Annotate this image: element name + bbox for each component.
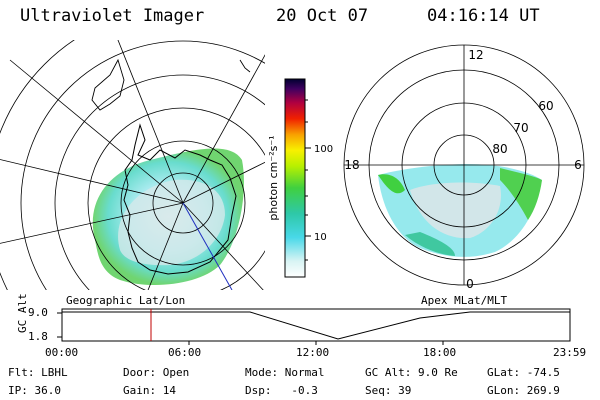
- time-tick-1800: 18:00: [423, 346, 457, 359]
- time-tick-0600: 06:00: [168, 346, 202, 359]
- mlt-label-6: 6: [574, 158, 582, 172]
- gc-alt-info: GC Alt: 9.0 Re: [365, 366, 458, 379]
- altitude-ytick-9: 9.0: [28, 306, 48, 319]
- dsp-info: Dsp: -0.3: [245, 384, 318, 397]
- mlat-label-80: 80: [492, 142, 507, 156]
- time-label: 04:16:14 UT: [427, 6, 540, 26]
- time-tick-0000: 00:00: [45, 346, 79, 359]
- mlt-label-12: 12: [468, 48, 483, 62]
- mlt-label-18: 18: [344, 158, 359, 172]
- date-label: 20 Oct 07: [276, 6, 369, 26]
- mlt-label-0: 0: [466, 277, 474, 291]
- ip-info: IP: 36.0: [8, 384, 61, 397]
- glat-info: GLat: -74.5: [487, 366, 560, 379]
- time-tick-2359: 23:59: [553, 346, 587, 359]
- mlat-mlt-plot: [343, 44, 585, 286]
- coastline: [123, 123, 237, 275]
- time-tick-1200: 12:00: [296, 346, 330, 359]
- colorbar-ticks: [305, 99, 311, 261]
- left-panel-caption: Geographic Lat/Lon: [66, 294, 186, 307]
- colorbar-tick-10: 10: [314, 232, 327, 243]
- colorbar: [284, 78, 306, 278]
- mlat-label-60: 60: [538, 99, 553, 113]
- filter-info: Flt: LBHL: [8, 366, 68, 379]
- door-info: Door: Open: [123, 366, 190, 379]
- sequence-info: Seq: 39: [365, 384, 412, 397]
- meridian-lines: [0, 40, 265, 290]
- right-panel-caption: Apex MLat/MLT: [421, 294, 508, 307]
- altitude-curve: [62, 311, 570, 340]
- colorbar-unit-label: photon cm⁻²s⁻¹: [267, 135, 280, 220]
- sun-direction-line: [182, 202, 233, 290]
- altitude-plot: [57, 308, 571, 345]
- mode-info: Mode: Normal: [245, 366, 325, 379]
- geographic-map: [0, 40, 265, 290]
- colorbar-tick-100: 100: [314, 144, 333, 155]
- gain-info: Gain: 14: [123, 384, 176, 397]
- altitude-ytick-1-8: 1.8: [28, 330, 48, 343]
- mlat-label-70: 70: [513, 121, 528, 135]
- instrument-title: Ultraviolet Imager: [20, 6, 205, 26]
- latitude-circles: [0, 40, 265, 290]
- glon-info: GLon: 269.9: [487, 384, 560, 397]
